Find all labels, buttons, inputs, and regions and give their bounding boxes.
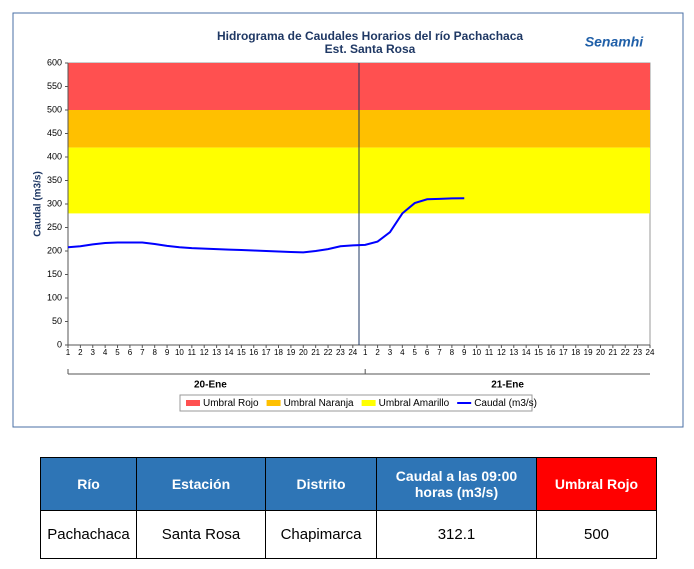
x-tick-label: 21 — [608, 348, 617, 357]
group-label: 20-Ene — [194, 380, 227, 391]
x-tick-label: 9 — [462, 348, 467, 357]
x-tick-label: 8 — [450, 348, 455, 357]
y-tick-label: 0 — [57, 339, 62, 349]
x-tick-label: 2 — [375, 348, 380, 357]
cell: 312.1 — [376, 510, 537, 559]
x-tick-label: 19 — [584, 348, 593, 357]
x-tick-label: 1 — [66, 348, 71, 357]
x-tick-label: 14 — [225, 348, 234, 357]
header-cell: Caudal a las 09:00 horas (m3/s) — [376, 457, 537, 511]
x-tick-label: 4 — [103, 348, 108, 357]
y-tick-label: 450 — [47, 128, 62, 138]
legend-box — [179, 394, 533, 412]
x-tick-label: 6 — [128, 348, 133, 357]
header-cell: Umbral Rojo — [536, 457, 657, 511]
x-tick-label: 23 — [336, 348, 345, 357]
header-cell: Distrito — [265, 457, 377, 511]
legend-label: Umbral Naranja — [284, 398, 354, 409]
table-header: Río Estación Distrito Caudal a las 09:00… — [40, 457, 657, 511]
x-tick-label: 3 — [91, 348, 96, 357]
y-tick-label: 150 — [47, 269, 62, 279]
x-tick-label: 15 — [534, 348, 543, 357]
x-tick-label: 2 — [78, 348, 83, 357]
x-tick-label: 23 — [633, 348, 642, 357]
x-tick-label: 12 — [200, 348, 209, 357]
x-tick-label: 10 — [472, 348, 481, 357]
x-tick-label: 18 — [571, 348, 580, 357]
header-cell: Río — [40, 457, 137, 511]
x-tick-label: 14 — [522, 348, 531, 357]
x-tick-label: 12 — [497, 348, 506, 357]
x-tick-label: 13 — [212, 348, 221, 357]
x-tick-label: 16 — [249, 348, 258, 357]
logo: Senamhi — [585, 34, 644, 50]
x-tick-label: 22 — [324, 348, 333, 357]
y-tick-label: 100 — [47, 292, 62, 302]
x-tick-label: 1 — [363, 348, 368, 357]
x-tick-label: 13 — [509, 348, 518, 357]
x-tick-label: 9 — [165, 348, 170, 357]
y-tick-label: 400 — [47, 151, 62, 161]
chart-title: Hidrograma de Caudales Horarios del río … — [217, 29, 523, 43]
x-tick-label: 3 — [388, 348, 393, 357]
x-tick-label: 7 — [437, 348, 442, 357]
x-tick-label: 17 — [559, 348, 568, 357]
y-tick-label: 50 — [52, 316, 62, 326]
x-tick-label: 19 — [286, 348, 295, 357]
group-label: 21-Ene — [491, 380, 524, 391]
x-tick-label: 18 — [274, 348, 283, 357]
x-tick-label: 6 — [425, 348, 430, 357]
cell: 500 — [536, 510, 657, 559]
y-tick-label: 250 — [47, 222, 62, 232]
y-tick-label: 550 — [47, 81, 62, 91]
y-tick-label: 300 — [47, 198, 62, 208]
x-tick-label: 20 — [299, 348, 308, 357]
x-tick-label: 8 — [152, 348, 157, 357]
y-tick-label: 600 — [47, 57, 62, 67]
x-tick-label: 16 — [546, 348, 555, 357]
x-tick-label: 24 — [646, 348, 655, 357]
x-tick-label: 24 — [348, 348, 357, 357]
legend-label: Umbral Amarillo — [379, 398, 450, 409]
legend-label: Umbral Rojo — [203, 398, 259, 409]
x-tick-label: 5 — [115, 348, 120, 357]
x-tick-label: 5 — [412, 348, 417, 357]
x-tick-label: 17 — [262, 348, 271, 357]
legend-label: Caudal (m3/s) — [474, 398, 537, 409]
x-tick-label: 4 — [400, 348, 405, 357]
y-axis-label: Caudal (m3/s) — [33, 171, 44, 237]
x-tick-label: 11 — [485, 348, 494, 357]
table-row: Pachachaca Santa Rosa Chapimarca 312.1 5… — [40, 510, 657, 559]
legend-swatch — [361, 400, 376, 406]
table: Río Estación Distrito Caudal a las 09:00… — [40, 457, 657, 559]
legend-swatch — [186, 400, 200, 406]
x-tick-label: 7 — [140, 348, 145, 357]
cell: Pachachaca — [40, 510, 137, 559]
cell: Santa Rosa — [136, 510, 266, 559]
chart: Hidrograma de Caudales Horarios del río … — [12, 12, 684, 428]
x-tick-label: 15 — [237, 348, 246, 357]
y-tick-label: 350 — [47, 175, 62, 185]
x-tick-label: 10 — [175, 348, 184, 357]
flow-line — [67, 197, 465, 254]
y-tick-label: 500 — [47, 104, 62, 114]
legend-swatch — [266, 400, 281, 406]
y-tick-label: 200 — [47, 245, 62, 255]
chart-subtitle: Est. Santa Rosa — [325, 42, 416, 56]
x-tick-label: 11 — [188, 348, 197, 357]
x-tick-label: 21 — [311, 348, 320, 357]
x-tick-label: 22 — [621, 348, 630, 357]
cell: Chapimarca — [265, 510, 377, 559]
x-tick-label: 20 — [596, 348, 605, 357]
header-cell: Estación — [136, 457, 266, 511]
